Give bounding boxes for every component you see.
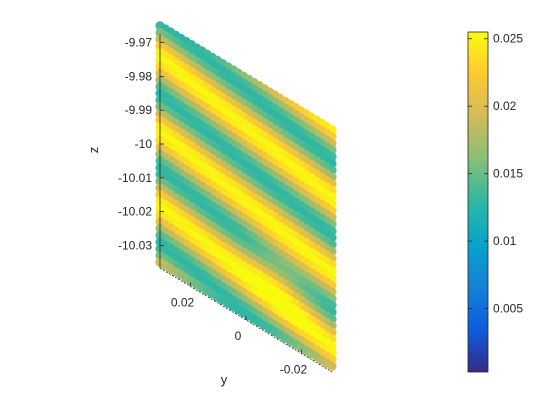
y-axis-ticks: 0.02 0 -0.02 — [171, 282, 308, 377]
y-axis-line — [159, 267, 333, 373]
colorbar-ticks: 0.005 0.01 0.015 0.02 0.025 — [468, 32, 523, 316]
y-axis-label: y — [221, 372, 228, 387]
z-tick-label: -9.97 — [125, 36, 153, 50]
scatter-points — [155, 21, 337, 371]
y-tick-label: -0.02 — [280, 363, 308, 377]
colorbar-tick-label: 0.015 — [493, 167, 523, 181]
colorbar — [467, 31, 489, 373]
colorbar-tick-label: 0.005 — [493, 302, 523, 316]
colorbar-tick-label: 0.025 — [493, 32, 523, 46]
z-tick-label: -10 — [135, 137, 153, 151]
z-tick-label: -10.01 — [118, 171, 152, 185]
z-tick-label: -9.98 — [125, 69, 153, 83]
y-tick-label: 0.02 — [171, 295, 195, 309]
z-axis-label: z — [86, 147, 101, 154]
z-tick-label: -10.03 — [118, 238, 152, 252]
z-tick-label: -9.99 — [125, 103, 153, 117]
z-tick-label: -10.02 — [118, 205, 152, 219]
colorbar-tick-label: 0.01 — [493, 234, 517, 248]
scatter-point — [327, 361, 337, 371]
z-axis-ticks: -9.97 -9.98 -9.99 -10 -10.01 -10.02 -10.03 — [118, 36, 164, 252]
y-tick-label: 0 — [235, 329, 242, 343]
colorbar-tick-label: 0.02 — [493, 99, 517, 113]
